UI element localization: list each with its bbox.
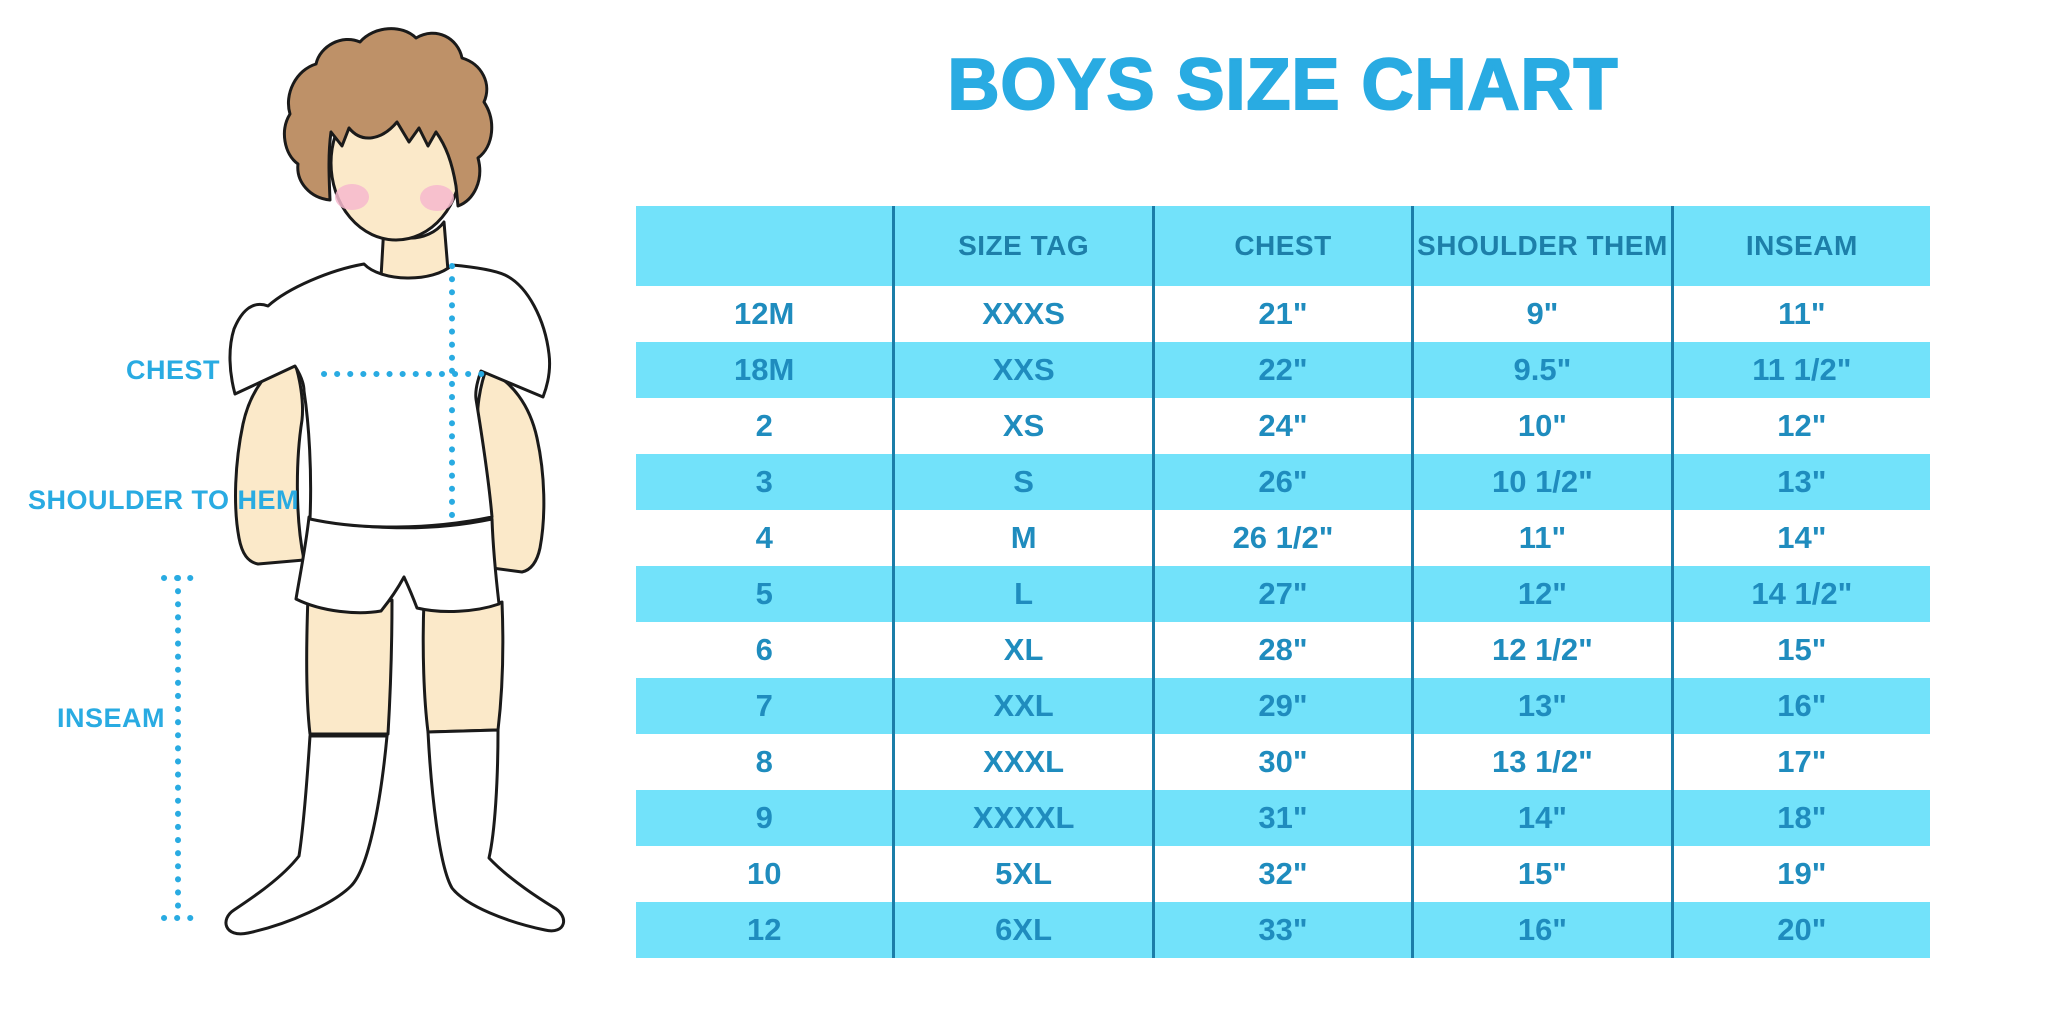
table-cell: 12" [1777,408,1827,443]
boy-left-arm [234,356,306,566]
table-cell: 16" [1414,902,1674,958]
table-cell: 19" [1777,856,1827,891]
table-cell: 24" [1155,398,1415,454]
table-cell: L [895,566,1155,622]
table-cell: XXXS [895,286,1155,342]
table-cell: 27" [1155,566,1415,622]
table-cell: 10 1/2" [1414,454,1674,510]
table-cell: 28" [1155,622,1415,678]
table-cell: XL [895,622,1155,678]
boy-hair [282,27,494,208]
table-cell: 12" [1414,566,1674,622]
size-table: SIZE TAG CHEST SHOULDER THEM INSEAM 12M … [636,206,1930,958]
table-row: 10 5XL 32" 15" 19" [636,846,1930,902]
table-cell: 6XL [895,902,1155,958]
table-cell: 11" [1414,510,1674,566]
table-row: 7 XXL 29" 13" 16" [636,678,1930,734]
table-cell: 12 1/2" [1414,622,1674,678]
boy-left-cheek [335,184,369,210]
chest-label: CHEST [126,355,221,385]
table-cell: 14" [1414,790,1674,846]
table-cell: 4 [636,510,896,566]
table-row: 6 XL 28" 12 1/2" 15" [636,622,1930,678]
table-row: 9 XXXXL 31" 14" 18" [636,790,1930,846]
table-cell: 17" [1777,744,1827,779]
table-cell: XXS [895,342,1155,398]
table-cell: 5 [636,566,896,622]
table-cell: 13" [1414,678,1674,734]
table-cell: 9.5" [1414,342,1674,398]
boy-right-leg [421,598,505,734]
table-cell: 13" [1777,464,1827,499]
table-cell: XXL [895,678,1155,734]
table-cell: 18M [636,342,896,398]
table-row: 12M XXXS 21" 9" 11" [636,286,1930,342]
table-cell: 12M [636,286,896,342]
table-header-cell-chest: CHEST [1155,206,1415,286]
table-header-cell-size-tag: SIZE TAG [895,206,1155,286]
table-cell: 10 [636,846,896,902]
table-cell: 14" [1777,520,1827,555]
table-cell: 12 [636,902,896,958]
table-cell: 2 [636,398,896,454]
boy-illustration [161,27,565,936]
page-title: BOYS SIZE CHART [946,44,1619,126]
table-cell: 33" [1155,902,1415,958]
table-row: 8 XXXL 30" 13 1/2" 17" [636,734,1930,790]
table-row: 3 S 26" 10 1/2" 13" [636,454,1930,510]
table-row: 18M XXS 22" 9.5" 11 1/2" [636,342,1930,398]
table-row: 4 M 26 1/2" 11" 14" [636,510,1930,566]
table-header-cell-shoulder: SHOULDER THEM [1414,206,1674,286]
table-cell: 11" [1778,296,1826,331]
table-cell: 31" [1155,790,1415,846]
table-header-cell-blank [636,206,896,286]
table-row: 5 L 27" 12" 14 1/2" [636,566,1930,622]
table-cell: M [895,510,1155,566]
table-cell: 6 [636,622,896,678]
table-cell: 32" [1155,846,1415,902]
table-row: 2 XS 24" 10" 12" [636,398,1930,454]
table-cell: XXXL [895,734,1155,790]
table-cell: 15" [1777,632,1827,667]
table-cell: 8 [636,734,896,790]
boy-left-leg [305,594,394,736]
boy-shorts [294,515,501,615]
table-cell: 21" [1155,286,1415,342]
boy-left-sock [224,734,389,936]
table-cell: 14 1/2" [1751,576,1853,611]
table-cell: 9 [636,790,896,846]
boy-right-cheek [420,185,454,211]
table-cell: 30" [1155,734,1415,790]
table-cell: 26" [1155,454,1415,510]
table-cell: 5XL [895,846,1155,902]
table-cell: 18" [1777,800,1827,835]
table-cell: 13 1/2" [1414,734,1674,790]
table-cell: 29" [1155,678,1415,734]
table-cell: 7 [636,678,896,734]
table-cell: 16" [1777,688,1827,723]
table-cell: 10" [1414,398,1674,454]
table-cell: XS [895,398,1155,454]
table-cell: 9" [1414,286,1674,342]
table-cell: XXXXL [895,790,1155,846]
table-cell: 22" [1155,342,1415,398]
table-cell: 3 [636,454,896,510]
shoulder-to-hem-label: SHOULDER TO HEM [28,485,300,515]
table-cell: 11 1/2" [1752,352,1852,387]
table-cell: 26 1/2" [1155,510,1415,566]
table-header-row: SIZE TAG CHEST SHOULDER THEM INSEAM [636,206,1930,286]
table-cell: 15" [1414,846,1674,902]
table-cell: S [895,454,1155,510]
table-row: 12 6XL 33" 16" 20" [636,902,1930,958]
table-header-cell-inseam: INSEAM [1745,230,1858,261]
inseam-label: INSEAM [57,703,166,733]
table-cell: 20" [1777,912,1827,947]
boy-tshirt [228,262,552,529]
boy-right-sock [426,728,565,933]
